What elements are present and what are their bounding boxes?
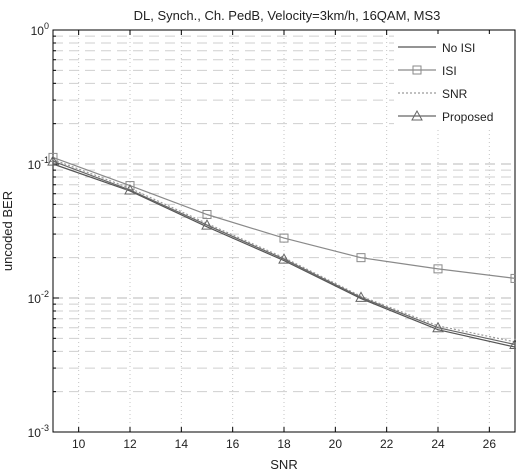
legend-box [394,34,512,130]
legend-item-no-isi: No ISI [398,41,475,55]
y-tick-label: 10-2 [28,289,49,306]
series-line-proposed [52,160,516,346]
y-tick-label: 10-3 [28,423,49,440]
legend-label: SNR [442,87,468,101]
y-axis-label: uncoded BER [0,191,15,271]
legend-item-isi: ISI [398,64,457,78]
data-point-proposed [509,338,516,349]
legend-item-proposed: Proposed [398,109,493,124]
legend-marker [411,109,423,121]
legend-label: ISI [442,64,457,78]
data-point-proposed [355,291,367,302]
data-point-proposed [432,321,444,333]
data-point-isi [433,264,443,274]
data-point-proposed [201,219,213,230]
legend: No ISI ISI SNR Proposed [394,34,512,130]
series-lines [47,152,516,349]
x-tick-label: 20 [329,437,343,451]
legend-item-snr: SNR [398,87,468,101]
x-tick-label: 16 [226,437,240,451]
x-tick-label: 14 [175,437,189,451]
data-point-proposed [124,183,136,195]
x-tick-label: 26 [483,437,497,451]
legend-label: Proposed [442,110,493,124]
legend-label: No ISI [442,41,475,55]
data-point-isi [510,273,516,283]
y-tick-label: 100 [31,21,49,38]
axis-ticks: 10 12 14 16 18 20 22 24 26 100 10-1 10-2 10-3 [28,21,497,451]
x-tick-label: 12 [123,437,137,451]
y-tick-label: 10-1 [28,155,49,172]
series-no-isi [52,163,516,348]
series-line-no-isi [52,163,516,348]
data-point-proposed [47,155,59,166]
x-tick-label: 10 [72,437,86,451]
x-tick-label: 18 [277,437,291,451]
series-proposed [47,155,516,349]
legend-marker [412,65,422,75]
x-tick-label: 24 [431,437,445,451]
data-point-isi [356,253,366,263]
x-tick-label: 22 [380,437,394,451]
data-point-isi [279,233,289,243]
chart-title: DL, Synch., Ch. PedB, Velocity=3km/h, 16… [134,8,441,23]
data-point-isi [202,209,212,219]
data-point-proposed [278,253,290,264]
x-axis-label: SNR [270,457,297,472]
